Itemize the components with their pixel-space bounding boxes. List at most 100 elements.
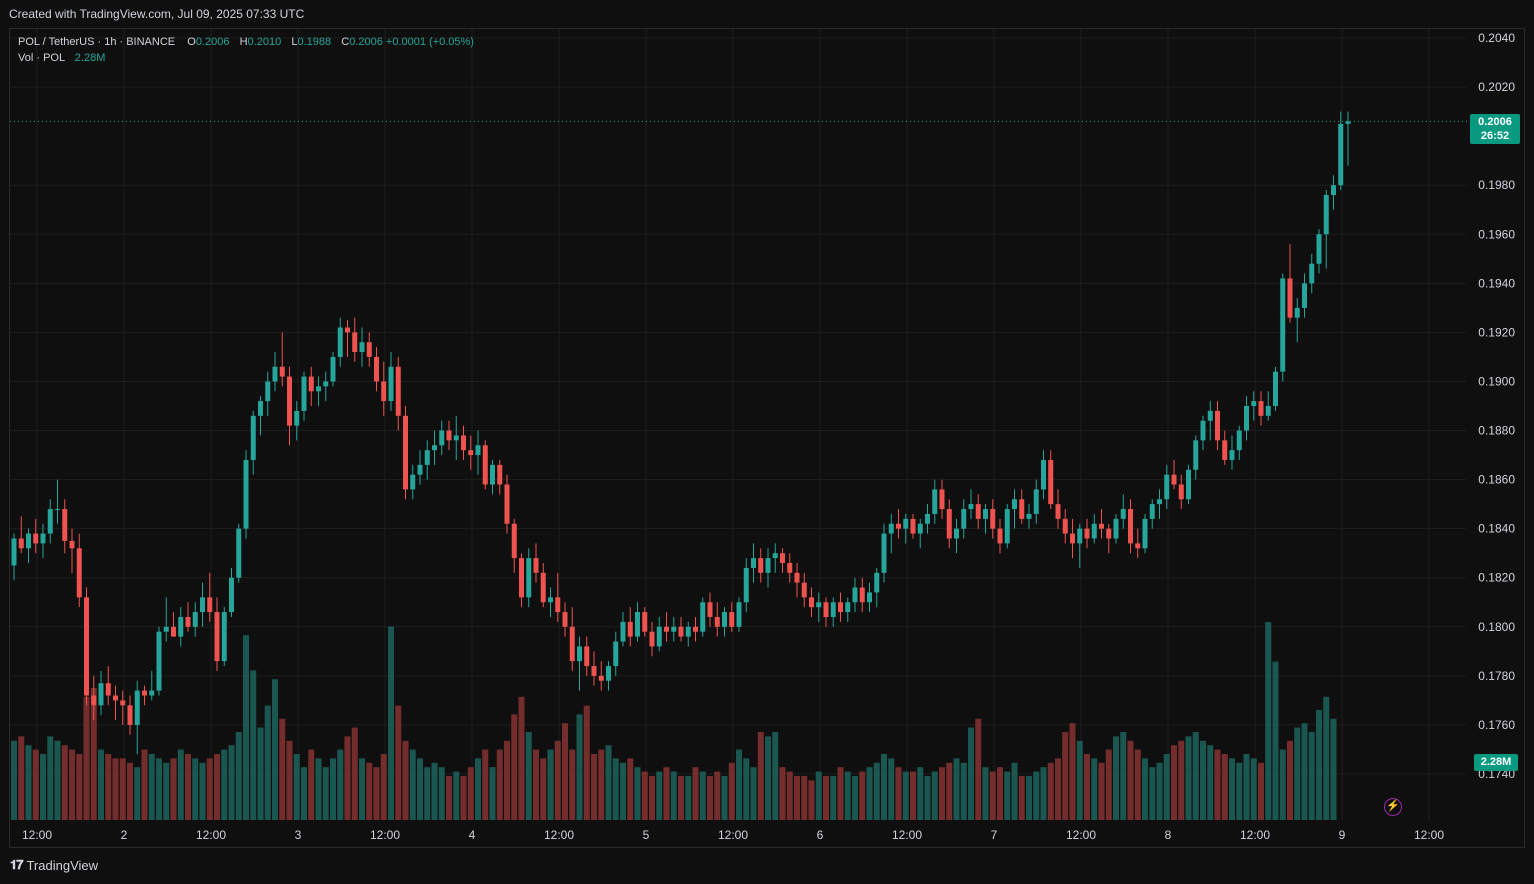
volume-bar bbox=[467, 767, 474, 820]
tradingview-logo[interactable]: 𝟏𝟕 TradingView bbox=[10, 857, 98, 873]
candle-body bbox=[163, 626, 169, 632]
candle-body bbox=[794, 572, 800, 583]
volume-bar bbox=[794, 776, 800, 820]
volume-bar bbox=[221, 749, 228, 820]
volume-bar bbox=[699, 771, 706, 820]
volume-bar bbox=[1323, 696, 1330, 820]
candle-body bbox=[1077, 528, 1083, 544]
time-tick-label: 12:00 bbox=[544, 828, 574, 842]
candle-body bbox=[1294, 307, 1300, 318]
candle-body bbox=[1033, 489, 1039, 514]
volume-bar bbox=[1091, 758, 1098, 820]
volume-bar bbox=[141, 749, 148, 820]
volume-bar bbox=[518, 696, 525, 820]
candle-body bbox=[888, 523, 894, 534]
candle-body bbox=[497, 464, 503, 485]
candles bbox=[11, 111, 1351, 755]
volume-bar bbox=[90, 688, 97, 820]
candle-body bbox=[490, 464, 495, 485]
candle-body bbox=[395, 366, 401, 416]
time-tick-label: 12:00 bbox=[196, 828, 226, 842]
volume-bar bbox=[663, 767, 670, 820]
volume-bar bbox=[83, 696, 90, 820]
volume-bar bbox=[540, 758, 547, 820]
candle-body bbox=[366, 342, 372, 357]
candle-body bbox=[838, 602, 843, 613]
volume-bar bbox=[975, 718, 982, 820]
low-label: L bbox=[291, 36, 298, 48]
volume-bar bbox=[888, 758, 895, 820]
candle-body bbox=[265, 381, 271, 402]
candle-body bbox=[533, 558, 539, 573]
tradingview-mark-icon: 𝟏𝟕 bbox=[10, 857, 24, 872]
candle-body bbox=[105, 683, 111, 696]
volume-bar bbox=[772, 732, 779, 820]
candle-body bbox=[84, 597, 89, 696]
candle-body bbox=[1048, 459, 1054, 505]
candle-body bbox=[954, 528, 959, 539]
candle-body bbox=[134, 690, 140, 725]
volume-bar bbox=[1098, 762, 1105, 820]
candle-body bbox=[446, 430, 452, 441]
created-header: Created with TradingView.com, Jul 09, 20… bbox=[0, 0, 1534, 28]
volume-bar bbox=[837, 767, 844, 820]
low-value: 0.1988 bbox=[297, 36, 332, 48]
time-tick-label: 12:00 bbox=[370, 828, 400, 842]
volume-bar bbox=[1185, 736, 1192, 820]
volume-bar bbox=[1265, 622, 1272, 820]
time-tick-label: 6 bbox=[817, 828, 824, 842]
candle-body bbox=[939, 489, 945, 510]
candle-body bbox=[76, 548, 82, 598]
symbol-label[interactable]: POL / TetherUS · 1h · BINANCE bbox=[18, 36, 176, 48]
volume-bar bbox=[163, 762, 170, 820]
volume-bar bbox=[931, 771, 938, 820]
volume-label[interactable]: Vol · POL bbox=[18, 52, 65, 64]
volume-bar bbox=[1040, 767, 1047, 820]
volume-bar bbox=[859, 771, 866, 820]
candle-body bbox=[1128, 509, 1133, 544]
candle-body bbox=[910, 518, 916, 534]
candle-body bbox=[403, 415, 408, 490]
volume-bar bbox=[554, 740, 561, 820]
volume-bar bbox=[968, 727, 974, 820]
volume-bar bbox=[1294, 727, 1301, 820]
volume-bar bbox=[359, 758, 365, 820]
volume-bar bbox=[1236, 762, 1243, 820]
candle-body bbox=[591, 666, 597, 676]
created-text: Created with TradingView.com, Jul 09, 20… bbox=[9, 7, 305, 21]
candle-body bbox=[569, 626, 575, 662]
volume-bar bbox=[351, 727, 358, 820]
candle-body bbox=[678, 626, 684, 637]
volume-bar bbox=[388, 626, 394, 820]
volume-bar bbox=[815, 771, 822, 820]
volume-bar bbox=[504, 740, 510, 820]
time-axis[interactable]: 12:00 2 12:00 3 12:00 4 12:00 5 12:00 6 12:00 7 12:0… bbox=[22, 828, 1444, 842]
volume-bar bbox=[11, 740, 17, 820]
volume-bar bbox=[844, 771, 851, 820]
candle-body bbox=[751, 558, 756, 568]
volume-bar bbox=[1033, 771, 1040, 820]
volume-bar bbox=[627, 758, 634, 820]
candle-body bbox=[453, 435, 459, 441]
candle-body bbox=[40, 533, 46, 544]
candle-body bbox=[765, 558, 771, 573]
volume-bar bbox=[1120, 732, 1127, 820]
candle-body bbox=[1265, 406, 1271, 416]
volume-bar bbox=[301, 767, 307, 820]
volume-bar bbox=[1113, 736, 1119, 820]
volume-bar bbox=[939, 767, 945, 820]
time-tick-label: 8 bbox=[1165, 828, 1172, 842]
time-tick-label: 4 bbox=[469, 828, 476, 842]
candle-body bbox=[221, 612, 227, 662]
chart-frame[interactable] bbox=[9, 28, 1525, 848]
volume-bar bbox=[1047, 762, 1054, 820]
volume-bar bbox=[1018, 776, 1025, 820]
price-tick-label: 0.1800 bbox=[1478, 620, 1515, 634]
time-tick-label: 12:00 bbox=[892, 828, 922, 842]
volume-bar bbox=[373, 767, 380, 820]
candle-body bbox=[1004, 509, 1010, 544]
candle-body bbox=[178, 616, 184, 637]
lightning-icon[interactable]: ⚡ bbox=[1384, 798, 1402, 816]
volume-bar bbox=[902, 771, 909, 820]
